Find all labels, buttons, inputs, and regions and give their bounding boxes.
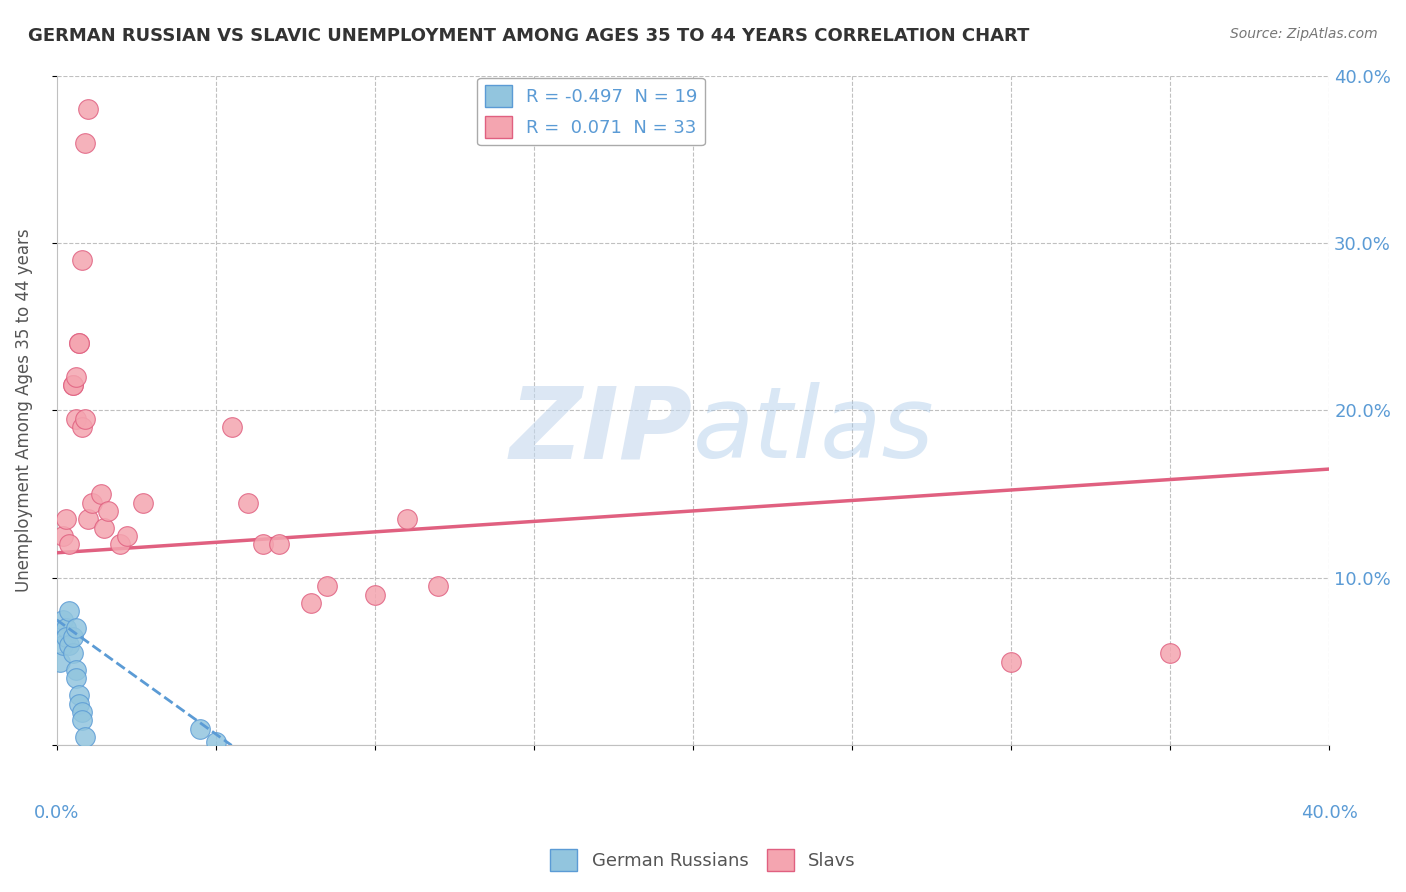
Point xyxy=(67,688,90,702)
Y-axis label: Unemployment Among Ages 35 to 44 years: Unemployment Among Ages 35 to 44 years xyxy=(15,228,32,592)
Point xyxy=(221,420,243,434)
Point xyxy=(58,638,80,652)
Point xyxy=(58,537,80,551)
Point xyxy=(110,537,132,551)
Point xyxy=(62,378,84,392)
Point xyxy=(364,588,387,602)
Text: atlas: atlas xyxy=(693,382,935,479)
Point xyxy=(49,655,72,669)
Point xyxy=(90,487,112,501)
Point xyxy=(427,579,450,593)
Point xyxy=(80,495,103,509)
Point xyxy=(77,512,100,526)
Point xyxy=(67,336,90,351)
Point xyxy=(55,621,77,635)
Point xyxy=(131,495,153,509)
Point xyxy=(77,102,100,116)
Point xyxy=(75,136,97,150)
Point xyxy=(115,529,138,543)
Point xyxy=(62,630,84,644)
Point xyxy=(67,697,90,711)
Point xyxy=(75,730,97,744)
Point xyxy=(65,663,87,677)
Point xyxy=(52,613,75,627)
Text: 0.0%: 0.0% xyxy=(34,804,79,822)
Point xyxy=(75,412,97,426)
Text: GERMAN RUSSIAN VS SLAVIC UNEMPLOYMENT AMONG AGES 35 TO 44 YEARS CORRELATION CHAR: GERMAN RUSSIAN VS SLAVIC UNEMPLOYMENT AM… xyxy=(28,27,1029,45)
Point xyxy=(65,621,87,635)
Point xyxy=(269,537,291,551)
Text: ZIP: ZIP xyxy=(510,382,693,479)
Point xyxy=(252,537,274,551)
Point xyxy=(65,370,87,384)
Text: 40.0%: 40.0% xyxy=(1301,804,1358,822)
Point xyxy=(55,630,77,644)
Point xyxy=(52,638,75,652)
Point xyxy=(70,705,93,719)
Point xyxy=(236,495,259,509)
Point xyxy=(67,336,90,351)
Legend: German Russians, Slavs: German Russians, Slavs xyxy=(543,842,863,879)
Point xyxy=(62,378,84,392)
Point xyxy=(70,713,93,727)
Point xyxy=(58,604,80,618)
Point xyxy=(93,521,115,535)
Point xyxy=(188,722,211,736)
Point xyxy=(395,512,418,526)
Point xyxy=(62,646,84,660)
Text: Source: ZipAtlas.com: Source: ZipAtlas.com xyxy=(1230,27,1378,41)
Point xyxy=(1000,655,1022,669)
Point xyxy=(65,672,87,686)
Point xyxy=(52,529,75,543)
Point xyxy=(70,420,93,434)
Point xyxy=(204,735,226,749)
Point xyxy=(70,252,93,267)
Legend: R = -0.497  N = 19, R =  0.071  N = 33: R = -0.497 N = 19, R = 0.071 N = 33 xyxy=(478,78,704,145)
Point xyxy=(316,579,339,593)
Point xyxy=(65,412,87,426)
Point xyxy=(96,504,118,518)
Point xyxy=(1159,646,1181,660)
Point xyxy=(299,596,322,610)
Point xyxy=(55,512,77,526)
